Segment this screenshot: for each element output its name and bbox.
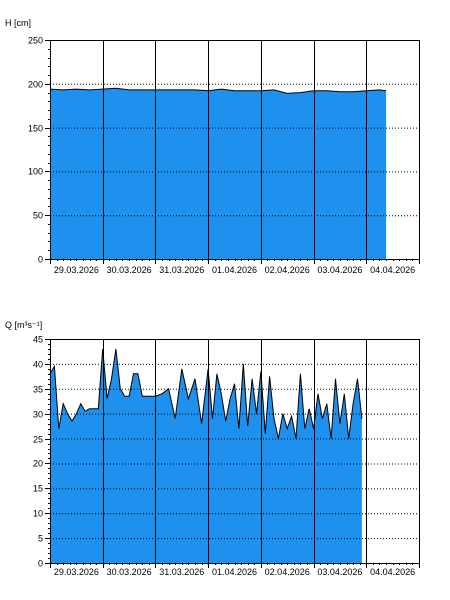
x-tick-label: 29.03.2026	[54, 265, 99, 275]
chart-panel-1: 0 50 100 150 200 250 29.03.2026 30.03.2026 31.03…	[5, 18, 420, 275]
chart-panel-2: 0 5 10 15 20 25 30 35 40 45 29.03.2026 30.03.2026 31…	[5, 320, 420, 577]
x-tick-label: 03.04.2026	[317, 567, 362, 577]
series-area	[50, 88, 387, 259]
y-tick-label: 50	[33, 211, 43, 221]
series-line	[49, 87, 387, 94]
x-tick-label: 02.04.2026	[265, 265, 310, 275]
x-tick-label: 03.04.2026	[317, 265, 362, 275]
y-tick-label: 25	[33, 435, 43, 445]
y-tick-label: 20	[33, 459, 43, 469]
y-tick-label: 5	[38, 534, 43, 544]
x-tick-label: 30.03.2026	[107, 265, 152, 275]
x-tick-label: 04.04.2026	[370, 265, 415, 275]
y-tick-label: 35	[33, 385, 43, 395]
series-line	[49, 348, 363, 439]
y-tick-label: 100	[28, 167, 43, 177]
x-tick-label: 01.04.2026	[212, 265, 257, 275]
x-tick-label: 31.03.2026	[159, 567, 204, 577]
y-tick-label: 45	[33, 335, 43, 345]
y-axis-label: Q [m³s⁻¹]	[5, 320, 42, 330]
y-tick-label: 250	[28, 36, 43, 46]
x-tick-label: 29.03.2026	[54, 567, 99, 577]
y-axis-label: H [cm]	[5, 18, 31, 28]
y-tick-label: 30	[33, 410, 43, 420]
x-tick-label: 30.03.2026	[107, 567, 152, 577]
series-area	[50, 349, 362, 563]
y-tick-label: 40	[33, 360, 43, 370]
y-tick-label: 0	[38, 559, 43, 569]
y-tick-label: 10	[33, 509, 43, 519]
x-tick-label: 02.04.2026	[265, 567, 310, 577]
x-tick-label: 04.04.2026	[370, 567, 415, 577]
y-tick-label: 200	[28, 80, 43, 90]
x-tick-label: 31.03.2026	[159, 265, 204, 275]
x-tick-label: 01.04.2026	[212, 567, 257, 577]
y-tick-label: 15	[33, 484, 43, 494]
y-tick-label: 0	[38, 255, 43, 265]
y-tick-label: 150	[28, 124, 43, 134]
